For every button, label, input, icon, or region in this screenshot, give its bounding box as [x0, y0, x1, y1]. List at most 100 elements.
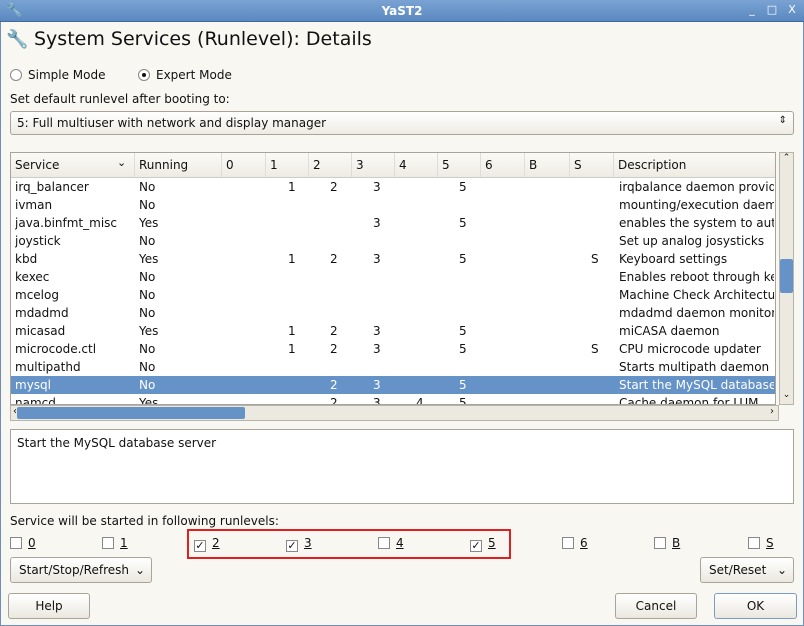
table-row[interactable]: mcelog No Machine Check Architectur — [11, 286, 775, 304]
checkbox-unchecked-icon[interactable] — [562, 537, 574, 549]
cell-service: mysql — [15, 378, 51, 392]
cell-running: No — [139, 360, 156, 374]
cell-5: 5 — [459, 216, 467, 230]
cell-description: irqbalance daemon providin — [619, 180, 774, 194]
table-row[interactable]: ivman No mounting/execution daemo — [11, 196, 775, 214]
services-table[interactable]: Service Running 0 1 2 3 4 5 6 B S Description ⌄ irq_b… — [10, 152, 776, 405]
column-header-1[interactable]: 1 — [266, 153, 309, 178]
cell-description: CPU microcode updater — [619, 342, 761, 356]
expert-mode-radio[interactable]: Expert Mode — [138, 68, 232, 82]
table-row[interactable]: java.binfmt_misc Yes 3 5 enables the system … — [11, 214, 775, 232]
cell-service: micasad — [15, 324, 66, 338]
checkbox-unchecked-icon[interactable] — [748, 537, 760, 549]
scroll-up-icon[interactable]: ⌃ — [782, 153, 791, 163]
chevron-down-icon: ⌄ — [134, 563, 145, 577]
cell-description: mounting/execution daemo — [619, 198, 774, 212]
runlevel-checkbox-3[interactable]: ✓ 3 — [286, 536, 312, 552]
checkbox-checked-icon[interactable]: ✓ — [194, 539, 206, 552]
close-button[interactable]: X — [788, 3, 796, 16]
cell-running: Yes — [139, 324, 159, 338]
cell-3: 3 — [373, 216, 381, 230]
cell-2: 2 — [330, 378, 338, 392]
horizontal-scroll-thumb[interactable] — [17, 407, 245, 419]
cell-5: 5 — [459, 324, 467, 338]
table-row[interactable]: kexec No Enables reboot through kex — [11, 268, 775, 286]
cell-description: miCASA daemon — [619, 324, 720, 338]
cell-3: 3 — [373, 396, 381, 405]
column-header-4[interactable]: 4 — [395, 153, 438, 178]
column-header-3[interactable]: 3 — [352, 153, 395, 178]
cell-2: 2 — [330, 342, 338, 356]
checkbox-checked-icon[interactable]: ✓ — [286, 539, 298, 552]
column-header-5[interactable]: 5 — [438, 153, 481, 178]
column-header-6[interactable]: 6 — [481, 153, 525, 178]
scroll-right-icon[interactable]: › — [770, 406, 774, 417]
cell-service: ivman — [15, 198, 53, 212]
table-row[interactable]: micasad Yes 1 2 3 5 miCASA daemon — [11, 322, 775, 340]
cell-running: No — [139, 342, 156, 356]
table-row[interactable]: mysql No 2 3 5 Start the MySQL database — [11, 376, 775, 394]
runlevel-checkbox-1[interactable]: 1 — [102, 536, 128, 550]
table-row[interactable]: multipathd No Starts multipath daemon — [11, 358, 775, 376]
vertical-scrollbar[interactable]: ⌃ ⌄ — [779, 152, 794, 405]
column-header-description[interactable]: Description — [614, 153, 775, 178]
table-row[interactable]: joystick No Set up analog josysticks — [11, 232, 775, 250]
set-reset-button[interactable]: Set/Reset ⌄ — [700, 557, 794, 583]
table-row[interactable]: mdadmd No mdadmd daemon monitorin — [11, 304, 775, 322]
scroll-left-icon[interactable]: ‹ — [13, 406, 17, 417]
cell-3: 3 — [373, 252, 381, 266]
cell-service: kexec — [15, 270, 50, 284]
cell-description: Keyboard settings — [619, 252, 728, 266]
cancel-button[interactable]: Cancel — [615, 593, 697, 619]
highlight-box — [187, 529, 511, 559]
cell-running: No — [139, 180, 156, 194]
runlevel-checkbox-s[interactable]: S — [748, 536, 774, 550]
ok-button[interactable]: OK — [714, 593, 797, 619]
table-row[interactable]: namcd Yes 2 3 4 5 Cache daemon for LUM — [11, 394, 775, 405]
help-button[interactable]: Help — [8, 593, 90, 619]
table-row[interactable]: kbd Yes 1 2 3 5 S Keyboard settings — [11, 250, 775, 268]
cell-running: Yes — [139, 252, 159, 266]
minimize-button[interactable]: _ — [749, 3, 755, 16]
cell-3: 3 — [373, 180, 381, 194]
checkbox-checked-icon[interactable]: ✓ — [470, 539, 482, 552]
title-bar[interactable]: 🔧 YaST2 _ □ X — [0, 0, 804, 22]
runlevel-checkbox-b[interactable]: B — [654, 536, 680, 550]
column-header-service[interactable]: Service — [11, 153, 135, 178]
column-header-2[interactable]: 2 — [309, 153, 352, 178]
column-header-s[interactable]: S — [570, 153, 614, 178]
simple-mode-radio[interactable]: Simple Mode — [10, 68, 105, 82]
vertical-scroll-thumb[interactable] — [780, 259, 793, 293]
cell-3: 3 — [373, 378, 381, 392]
start-stop-refresh-button[interactable]: Start/Stop/Refresh ⌄ — [10, 557, 152, 583]
scroll-down-icon[interactable]: ⌄ — [782, 390, 791, 400]
runlevel-checkbox-5[interactable]: ✓ 5 — [470, 536, 496, 552]
cell-service: kbd — [15, 252, 38, 266]
checkbox-unchecked-icon[interactable] — [378, 537, 390, 549]
runlevel-checkbox-6[interactable]: 6 — [562, 536, 588, 550]
checkbox-unchecked-icon[interactable] — [102, 537, 114, 549]
horizontal-scrollbar[interactable]: ‹ › — [10, 405, 779, 421]
column-header-running[interactable]: Running — [135, 153, 222, 178]
table-row[interactable]: microcode.ctl No 1 2 3 5 S CPU microcode update… — [11, 340, 775, 358]
checkbox-unchecked-icon[interactable] — [10, 537, 22, 549]
default-runlevel-select[interactable]: 5: Full multiuser with network and displ… — [10, 111, 794, 135]
runlevel-checkbox-2[interactable]: ✓ 2 — [194, 536, 220, 552]
column-header-b[interactable]: B — [525, 153, 570, 178]
cell-3: 3 — [373, 324, 381, 338]
runlevels-label: Service will be started in following run… — [10, 514, 279, 528]
runlevel-label: S — [766, 536, 774, 550]
cell-service: irq_balancer — [15, 180, 89, 194]
runlevel-checkbox-4[interactable]: 4 — [378, 536, 404, 550]
chevron-down-icon: ⌄ — [776, 563, 787, 577]
cell-3: 3 — [373, 342, 381, 356]
runlevel-checkbox-0[interactable]: 0 — [10, 536, 36, 550]
cell-running: No — [139, 306, 156, 320]
checkbox-unchecked-icon[interactable] — [654, 537, 666, 549]
updown-icon: ⇕ — [778, 115, 787, 126]
table-row[interactable]: irq_balancer No 1 2 3 5 irqbalance daemon prov… — [11, 178, 775, 196]
column-header-0[interactable]: 0 — [222, 153, 266, 178]
cell-5: 5 — [459, 342, 467, 356]
cell-description: Starts multipath daemon — [619, 360, 770, 374]
maximize-button[interactable]: □ — [766, 3, 778, 16]
